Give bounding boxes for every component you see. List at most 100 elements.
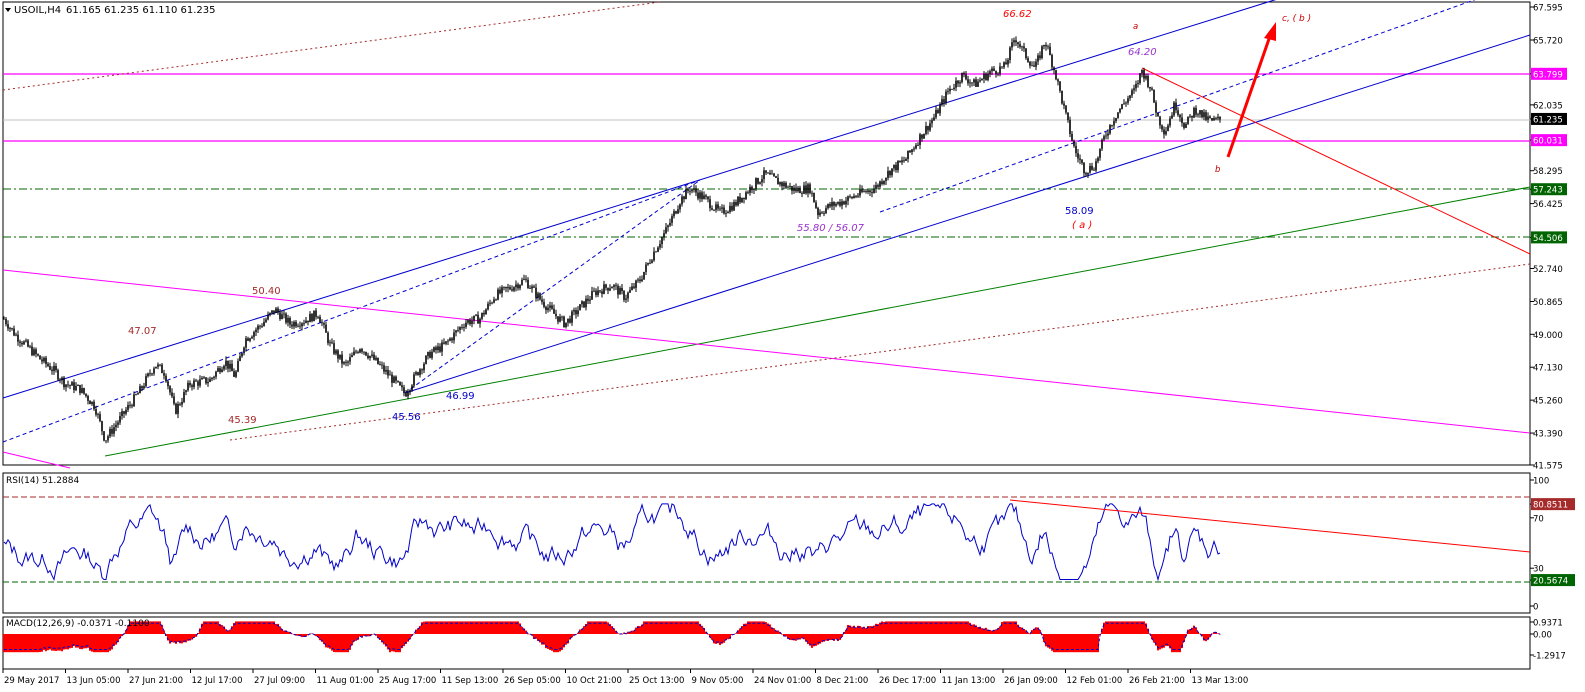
candle[interactable]	[1179, 113, 1181, 122]
candle[interactable]	[1119, 108, 1121, 114]
candle[interactable]	[1211, 117, 1213, 122]
candle[interactable]	[219, 366, 221, 375]
candle[interactable]	[205, 377, 207, 385]
candle[interactable]	[615, 282, 617, 291]
candle[interactable]	[1125, 101, 1127, 107]
candle[interactable]	[397, 380, 399, 383]
candle[interactable]	[19, 339, 21, 348]
candle[interactable]	[573, 307, 575, 316]
candle[interactable]	[265, 317, 267, 323]
candle[interactable]	[307, 320, 309, 326]
candle[interactable]	[683, 195, 685, 203]
candle[interactable]	[707, 196, 709, 203]
candle[interactable]	[865, 188, 867, 194]
candle[interactable]	[471, 316, 473, 328]
candle[interactable]	[807, 182, 809, 198]
candle[interactable]	[731, 202, 733, 212]
candle[interactable]	[487, 301, 489, 311]
candle[interactable]	[419, 368, 421, 378]
candle[interactable]	[1037, 53, 1039, 66]
candle[interactable]	[895, 161, 897, 173]
candle[interactable]	[325, 321, 327, 333]
green-trend-line[interactable]	[104, 186, 1531, 457]
candle[interactable]	[755, 177, 757, 191]
candle[interactable]	[11, 327, 13, 331]
candle[interactable]	[29, 344, 31, 349]
candle[interactable]	[429, 350, 431, 359]
candle[interactable]	[361, 347, 363, 354]
dotted-lower-line[interactable]	[229, 263, 1531, 441]
candle[interactable]	[751, 185, 753, 194]
candle[interactable]	[267, 311, 269, 321]
candle[interactable]	[945, 89, 947, 105]
candle[interactable]	[1153, 89, 1155, 104]
candle[interactable]	[825, 205, 827, 215]
candle[interactable]	[127, 401, 129, 413]
candle[interactable]	[553, 304, 555, 314]
candle[interactable]	[377, 357, 379, 365]
time-axis[interactable]: 29 May 2017 13 Jun 05:00 27 Jun 21:00 12 Ju…	[2, 669, 1248, 686]
candle[interactable]	[665, 223, 667, 235]
candle[interactable]	[491, 301, 493, 305]
candle[interactable]	[367, 352, 369, 360]
candle[interactable]	[147, 372, 149, 378]
candle[interactable]	[589, 295, 591, 305]
candle[interactable]	[1027, 56, 1029, 63]
candle[interactable]	[177, 401, 179, 419]
candle[interactable]	[563, 315, 565, 328]
candle[interactable]	[97, 412, 99, 419]
candle[interactable]	[337, 349, 339, 363]
candle[interactable]	[527, 277, 529, 289]
candle[interactable]	[725, 210, 727, 218]
candle[interactable]	[1033, 61, 1035, 67]
candle[interactable]	[241, 352, 243, 358]
candle[interactable]	[385, 365, 387, 375]
candle[interactable]	[967, 75, 969, 86]
candle[interactable]	[381, 361, 383, 370]
candle[interactable]	[475, 314, 477, 317]
candle[interactable]	[837, 201, 839, 206]
candle[interactable]	[923, 133, 925, 139]
candle[interactable]	[375, 355, 377, 361]
candle[interactable]	[91, 401, 93, 406]
candle[interactable]	[957, 79, 959, 87]
candle[interactable]	[885, 177, 887, 186]
candle[interactable]	[765, 170, 767, 175]
candle[interactable]	[77, 384, 79, 387]
candle[interactable]	[391, 371, 393, 388]
candle[interactable]	[1201, 110, 1203, 119]
candle[interactable]	[933, 113, 935, 122]
candle[interactable]	[1071, 130, 1073, 142]
candle[interactable]	[293, 320, 295, 330]
candle[interactable]	[871, 189, 873, 198]
candle[interactable]	[979, 77, 981, 83]
candle[interactable]	[631, 283, 633, 291]
candle[interactable]	[1083, 162, 1085, 177]
candle[interactable]	[867, 189, 869, 195]
candle[interactable]	[1077, 148, 1079, 163]
candle[interactable]	[1047, 44, 1049, 50]
candle[interactable]	[233, 368, 235, 378]
candle[interactable]	[17, 330, 19, 346]
candle[interactable]	[797, 185, 799, 193]
candle[interactable]	[1163, 126, 1165, 139]
candle[interactable]	[1149, 86, 1151, 92]
candle[interactable]	[157, 362, 159, 370]
candle[interactable]	[49, 362, 51, 371]
candle[interactable]	[639, 275, 641, 284]
candle[interactable]	[133, 391, 135, 407]
candle[interactable]	[53, 361, 55, 375]
magenta-short-line[interactable]	[2, 451, 71, 469]
candle[interactable]	[213, 375, 215, 381]
candle[interactable]	[935, 105, 937, 120]
candle[interactable]	[169, 385, 171, 396]
candle[interactable]	[63, 376, 65, 390]
candle[interactable]	[123, 410, 125, 419]
candle[interactable]	[457, 326, 459, 333]
candle[interactable]	[119, 411, 121, 425]
candle[interactable]	[421, 368, 423, 375]
candle[interactable]	[629, 286, 631, 294]
candle[interactable]	[723, 204, 725, 215]
candle[interactable]	[545, 305, 547, 314]
candle[interactable]	[1023, 42, 1025, 52]
